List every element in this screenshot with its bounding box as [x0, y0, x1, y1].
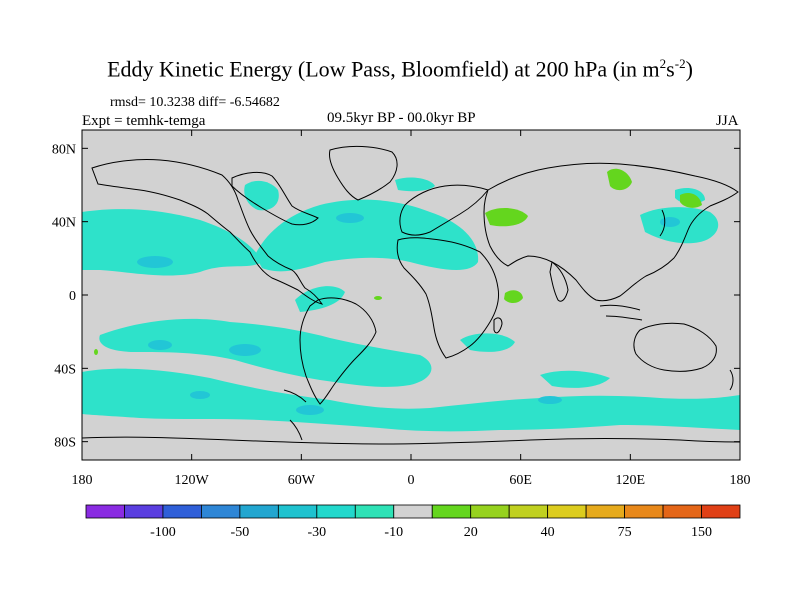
lat-tick-label: 40S: [54, 362, 76, 377]
south-atlantic-patch: [460, 333, 515, 352]
colorbar-box: [239, 504, 279, 519]
colorbar-box: [662, 504, 702, 519]
coast-japan: [659, 209, 666, 237]
colorbar-label: -10: [384, 525, 403, 540]
colorbar-box: [701, 504, 741, 519]
coast-australia: [633, 322, 717, 372]
colorbar-label: -50: [231, 525, 250, 540]
lat-tick-label: 40N: [52, 216, 76, 231]
colorbar-box: [624, 504, 664, 519]
coast-madagascar: [493, 317, 503, 334]
negative-anomaly-regions: [82, 177, 740, 432]
pacific-green-dot: [94, 349, 98, 355]
north-america-patch: [244, 180, 279, 211]
colorbar-box: [585, 504, 625, 519]
coast-hudson: [231, 171, 319, 226]
colorbar-box: [201, 504, 241, 519]
northwest-pacific-patch: [640, 207, 719, 244]
lat-tick-label: 80N: [52, 142, 76, 157]
africa-green: [504, 290, 523, 303]
colorbar-box: [85, 504, 125, 519]
stats-label: rmsd= 10.3238 diff= -6.54682: [110, 95, 280, 110]
coast-antarctic-peninsula: [289, 419, 303, 441]
lat-tick-label: 0: [69, 289, 76, 304]
colorbar-box: [277, 504, 318, 519]
season-label: JJA: [716, 113, 739, 129]
lat-tick-label: 80S: [54, 436, 76, 451]
south-pacific-band: [99, 318, 432, 387]
coast-south-america: [299, 297, 377, 405]
colorbar-label: -100: [150, 525, 176, 540]
colorbar: -100 -50 -30 -10 20 40 75 150: [85, 504, 741, 540]
colorbar-label: 150: [691, 525, 712, 540]
central-asia-green: [485, 207, 528, 227]
colorbar-label: 40: [541, 525, 555, 540]
core-8: [190, 391, 210, 399]
southern-ocean-band: [82, 368, 740, 432]
longitude-axis: 180 120W 60W 0 60E 120E 180: [72, 130, 751, 488]
north-pacific-band: [82, 209, 262, 276]
experiment-label: Expt = temhk-temga: [82, 113, 206, 129]
core-4: [148, 340, 172, 350]
coast-north-america: [91, 159, 324, 305]
coast-greenland: [329, 145, 398, 201]
core-1: [137, 256, 173, 268]
anomaly-fields: [82, 145, 740, 445]
plot-title: Eddy Kinetic Energy (Low Pass, Bloomfiel…: [107, 56, 693, 82]
coastlines: [82, 145, 740, 445]
coast-new-zealand: [729, 369, 734, 391]
lon-tick-label: 120W: [175, 473, 210, 488]
lon-tick-label: 0: [408, 473, 415, 488]
lon-tick-label: 120E: [616, 473, 646, 488]
north-atlantic-band: [255, 199, 479, 272]
lon-tick-label: 180: [72, 473, 93, 488]
core-3: [229, 344, 261, 356]
canada-patch: [395, 177, 435, 192]
colorbar-box: [508, 504, 549, 519]
coast-india: [549, 261, 569, 302]
period-label: 09.5kyr BP - 00.0kyr BP: [327, 110, 476, 126]
coast-africa: [396, 237, 499, 359]
colorbar-box: [431, 504, 472, 519]
colorbar-box: [162, 504, 202, 519]
lon-tick-label: 60W: [288, 473, 316, 488]
lon-tick-label: 60E: [509, 473, 532, 488]
colorbar-label: 75: [618, 525, 632, 540]
positive-anomaly-regions: [94, 168, 702, 355]
colorbar-box: [470, 504, 510, 519]
core-7: [660, 217, 680, 227]
eurasia-green-1: [607, 168, 632, 191]
colorbar-box: [393, 504, 433, 519]
colorbar-box: [124, 504, 164, 519]
atlantic-green-dot: [374, 296, 382, 300]
core-2: [336, 213, 364, 223]
colorbar-box: [547, 504, 587, 519]
core-6: [538, 396, 562, 404]
colorbar-label: 20: [464, 525, 478, 540]
coast-indonesia: [599, 304, 643, 321]
colorbar-label: -30: [307, 525, 326, 540]
latitude-axis: 80N 40N 0 40S 80S: [52, 142, 740, 451]
coast-europe: [399, 184, 489, 236]
core-5: [296, 405, 324, 415]
south-indian-patch: [540, 370, 610, 388]
coast-tierra-del-fuego: [283, 389, 307, 403]
colorbar-box: [316, 504, 356, 519]
coast-antarctica: [82, 436, 740, 445]
coast-asia: [483, 162, 739, 302]
lon-tick-label: 180: [730, 473, 751, 488]
eurasia-green-2: [680, 193, 702, 208]
colorbar-box: [354, 504, 395, 519]
